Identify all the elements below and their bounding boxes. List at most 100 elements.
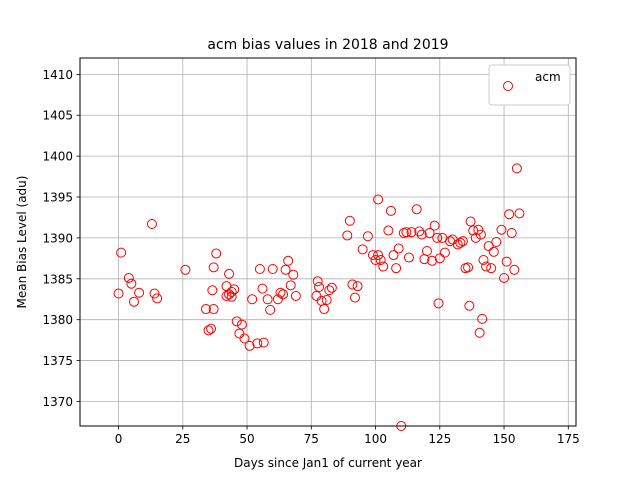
data-point — [509, 264, 520, 275]
data-point — [501, 256, 512, 267]
data-point — [252, 338, 263, 349]
data-point — [258, 337, 269, 348]
data-point — [499, 272, 510, 283]
data-point — [468, 225, 479, 236]
data-point — [514, 208, 525, 219]
x-tick-label: 25 — [175, 432, 190, 446]
data-point — [211, 248, 222, 259]
data-point — [208, 304, 219, 315]
x-tick-label: 175 — [557, 432, 580, 446]
y-tick-label: 1390 — [42, 231, 73, 245]
data-point — [262, 294, 273, 305]
data-point — [373, 194, 384, 205]
data-point — [203, 325, 214, 336]
data-point — [464, 300, 475, 311]
data-point — [149, 288, 160, 299]
data-point — [231, 316, 242, 327]
y-tick-label: 1385 — [42, 272, 73, 286]
data-point — [206, 323, 217, 334]
data-point — [285, 280, 296, 291]
data-point — [244, 340, 255, 351]
data-point — [236, 319, 247, 330]
data-point — [457, 236, 468, 247]
data-point — [401, 227, 412, 238]
data-point — [278, 289, 289, 300]
data-point — [488, 246, 499, 257]
data-point — [226, 286, 237, 297]
data-point — [463, 262, 474, 273]
data-point — [491, 237, 502, 247]
data-point — [349, 292, 360, 303]
data-point — [475, 229, 486, 240]
data-point — [126, 278, 137, 289]
data-point — [314, 281, 325, 292]
data-point — [324, 285, 335, 296]
data-point — [370, 254, 381, 265]
data-point — [406, 227, 417, 238]
data-point — [344, 215, 355, 226]
data-point — [383, 225, 394, 236]
data-point — [226, 291, 237, 302]
y-tick-label: 1400 — [42, 150, 73, 164]
legend-label: acm — [535, 70, 561, 84]
data-point — [288, 269, 299, 280]
data-point — [290, 290, 301, 301]
data-point — [267, 263, 278, 274]
data-point — [373, 250, 384, 261]
data-point — [321, 295, 332, 306]
data-point — [378, 261, 389, 272]
data-point — [257, 283, 268, 294]
data-point — [427, 255, 438, 266]
grid — [80, 58, 576, 426]
data-point — [411, 204, 422, 215]
data-point — [439, 247, 450, 258]
x-tick-label: 125 — [428, 432, 451, 446]
data-point — [424, 228, 435, 239]
data-point — [391, 263, 402, 274]
data-point — [474, 327, 485, 338]
data-point — [375, 254, 386, 265]
data-point — [265, 304, 276, 315]
data-point — [421, 245, 432, 256]
data-point — [433, 298, 444, 309]
y-tick-label: 1405 — [42, 109, 73, 123]
data-point — [478, 254, 489, 265]
x-axis-label: Days since Jan1 of current year — [234, 456, 422, 470]
data-point — [347, 279, 358, 290]
data-point — [116, 247, 127, 258]
data-point — [362, 231, 373, 242]
data-point — [477, 313, 488, 324]
x-tick-label: 0 — [115, 432, 123, 446]
data-point — [429, 220, 440, 231]
data-point — [239, 333, 250, 344]
legend: acm — [488, 64, 571, 106]
data-point — [229, 284, 240, 295]
data-point — [352, 281, 363, 292]
chart-title: acm bias values in 2018 and 2019 — [207, 37, 448, 53]
data-point — [496, 224, 507, 235]
data-point — [200, 304, 211, 315]
data-point — [123, 272, 134, 283]
x-tick-label: 150 — [493, 432, 516, 446]
data-point — [224, 268, 235, 279]
data-point — [434, 253, 445, 264]
data-point — [388, 250, 399, 261]
data-point — [357, 244, 368, 255]
y-tick-label: 1370 — [42, 395, 73, 409]
data-point — [455, 237, 466, 248]
data-point — [385, 205, 396, 216]
data-point — [465, 216, 476, 227]
data-point — [207, 285, 218, 296]
y-axis-label: Mean Bias Level (adu) — [15, 176, 29, 309]
data-point — [486, 263, 497, 274]
data-point — [254, 263, 265, 274]
data-point — [506, 228, 517, 239]
legend-marker — [503, 81, 513, 91]
data-point — [208, 262, 219, 273]
data-point — [319, 304, 330, 315]
data-point — [481, 261, 492, 272]
plot-frame — [79, 57, 577, 427]
data-point — [128, 296, 139, 307]
data-point — [403, 252, 414, 263]
x-tick-label: 75 — [304, 432, 319, 446]
